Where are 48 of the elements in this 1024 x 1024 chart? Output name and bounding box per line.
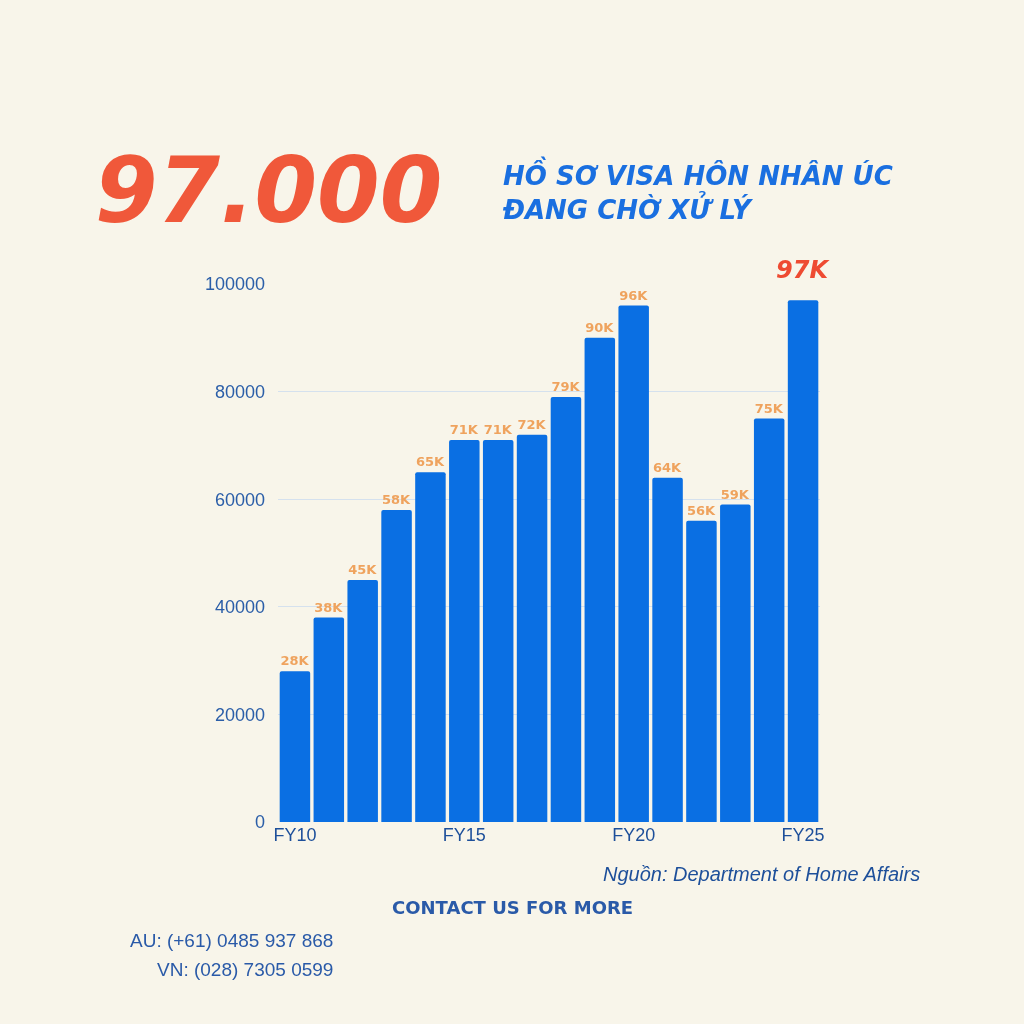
data-label: 75K: [754, 400, 784, 416]
x-tick-label: FY20: [612, 825, 656, 845]
bar: [618, 305, 649, 822]
bar: [313, 617, 345, 822]
bar: [787, 300, 819, 822]
data-label: 64K: [653, 459, 683, 475]
data-label: 96K: [619, 287, 649, 303]
data-label: 59K: [720, 486, 750, 502]
bar: [347, 579, 378, 822]
data-label: 65K: [415, 454, 445, 470]
data-label: 28K: [280, 653, 310, 669]
data-label: 58K: [382, 491, 412, 507]
bar: [381, 509, 412, 822]
chart-title: 97.000: [95, 137, 443, 243]
data-label: 72K: [517, 416, 547, 432]
data-label: 71K: [449, 422, 479, 438]
text: Nguồn: Department of Home Affairs: [603, 863, 921, 885]
text: AU: (+61) 0485 937 868: [130, 930, 334, 951]
bar: [449, 440, 480, 822]
text: CONTACT US FOR MORE: [392, 897, 634, 918]
data-label: 45K: [348, 561, 378, 577]
bar: [652, 477, 683, 822]
y-tick-label: 60000: [214, 489, 265, 510]
text: VN: (028) 7305 0599: [157, 959, 334, 980]
bar: [550, 396, 582, 822]
y-tick-label: 40000: [214, 597, 265, 618]
x-tick-label: FY15: [442, 825, 486, 845]
data-label: 71K: [483, 422, 513, 438]
chart-subtitle: HỒ SƠ VISA HÔN NHÂN ÚC ĐANG CHỜ XỬ LÝ: [502, 156, 893, 225]
bar: [584, 337, 616, 822]
y-tick-label: 0: [254, 812, 265, 833]
bar: [720, 504, 751, 822]
bar: [686, 520, 717, 822]
data-label: 56K: [686, 502, 716, 518]
data-label: 38K: [314, 599, 344, 615]
x-tick-label: FY25: [781, 825, 825, 845]
bar: [415, 472, 446, 822]
y-tick-label: 20000: [214, 704, 265, 725]
annotation: 97K: [776, 256, 831, 284]
data-label: 90K: [585, 319, 615, 335]
x-tick-label: FY10: [273, 825, 317, 845]
bar: [279, 671, 311, 822]
bar: [753, 418, 785, 822]
y-tick-label: 80000: [214, 381, 265, 402]
bar: [482, 440, 514, 822]
data-label: 79K: [551, 378, 581, 394]
y-tick-label: 100000: [204, 274, 265, 295]
bar: [516, 434, 548, 822]
